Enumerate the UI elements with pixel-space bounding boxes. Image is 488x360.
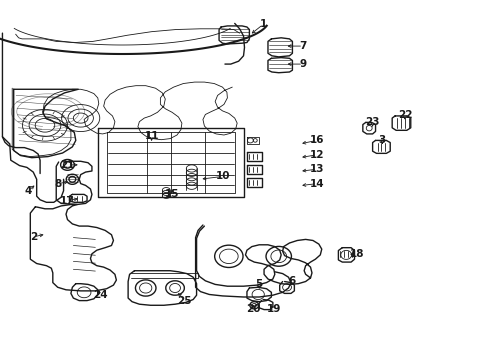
Text: 14: 14: [309, 179, 324, 189]
Text: 12: 12: [309, 150, 324, 160]
Text: 23: 23: [365, 117, 379, 127]
Text: 8: 8: [54, 179, 61, 189]
Text: 22: 22: [397, 110, 411, 120]
Text: 11: 11: [144, 131, 159, 141]
Text: 7: 7: [299, 41, 306, 51]
Text: 2: 2: [30, 232, 37, 242]
Text: 24: 24: [93, 290, 107, 300]
Text: 25: 25: [177, 296, 192, 306]
Text: 6: 6: [288, 276, 295, 286]
Text: 4: 4: [24, 186, 32, 196]
Text: 9: 9: [299, 59, 306, 69]
Text: 17: 17: [60, 196, 75, 206]
Text: 19: 19: [266, 304, 281, 314]
Text: 15: 15: [164, 189, 179, 199]
Text: 5: 5: [255, 279, 262, 289]
Text: 16: 16: [309, 135, 324, 145]
Text: 3: 3: [378, 135, 385, 145]
Text: 1: 1: [259, 19, 266, 30]
Text: 21: 21: [60, 160, 75, 170]
Text: 13: 13: [309, 164, 324, 174]
Text: 20: 20: [245, 304, 260, 314]
Text: 10: 10: [215, 171, 230, 181]
Text: 18: 18: [349, 249, 364, 259]
